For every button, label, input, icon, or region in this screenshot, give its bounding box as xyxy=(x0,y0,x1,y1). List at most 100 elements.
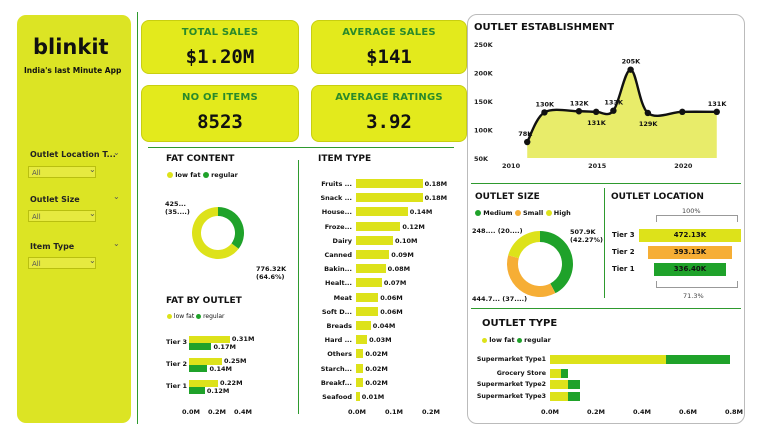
data-label: 132K xyxy=(570,99,590,107)
legend-dot-green xyxy=(202,172,209,178)
legend-label: low fat xyxy=(175,171,201,179)
fat-by-outlet-title: FAT BY OUTLET xyxy=(166,296,242,306)
x-tick-label: 0.2M xyxy=(422,408,440,416)
legend-label: Medium xyxy=(483,209,513,217)
donut-slice xyxy=(540,231,573,294)
donut-slice xyxy=(192,207,239,259)
data-label: 78K xyxy=(518,130,533,138)
item-type-label: Canned xyxy=(324,251,352,259)
kpi-value: 8523 xyxy=(197,111,243,133)
data-point xyxy=(644,109,652,117)
data-label: 0.09M xyxy=(391,251,414,259)
data-point xyxy=(713,108,720,116)
x-tick-label: 0.4M xyxy=(234,408,252,416)
item-type-label: Froze... xyxy=(324,222,352,231)
outlet-size-label-medium-pct: (42.27%) xyxy=(570,236,604,244)
legend-dot-orange xyxy=(514,210,521,216)
legend-dot-yellow xyxy=(167,314,172,319)
filter-outlet-location-dropdown[interactable]: All xyxy=(28,166,96,178)
legend-label: High xyxy=(553,209,571,217)
outlet-size-donut xyxy=(507,231,573,297)
item-type-bar xyxy=(356,335,368,345)
legend-dot-green xyxy=(196,314,202,319)
fat-label-regular: 425... (35....) xyxy=(165,200,190,216)
area-fill xyxy=(527,69,717,158)
kpi-value: 3.92 xyxy=(366,111,412,133)
x-tick-label: 2020 xyxy=(674,162,693,170)
chevron-down-icon[interactable]: ⌄ xyxy=(89,209,96,218)
donut-slice xyxy=(507,255,556,297)
item-type-label: Breads xyxy=(326,322,352,330)
item-type-bar xyxy=(356,377,364,387)
fat-label-regular-value: 425... xyxy=(165,200,186,208)
fat-content-title: FAT CONTENT xyxy=(166,154,235,164)
kpi-average-sales: AVERAGE SALES $141 xyxy=(311,20,467,74)
legend-label: low fat xyxy=(173,313,195,320)
x-tick-label: 0.0M xyxy=(182,408,200,416)
legend-label: Small xyxy=(522,209,544,217)
chevron-down-icon[interactable]: ⌄ xyxy=(113,148,120,157)
funnel-guide-bottom xyxy=(656,281,738,288)
outlet-type-legend: low fat regular xyxy=(482,336,551,344)
kpi-value: $1.20M xyxy=(185,46,255,68)
kpi-value: $141 xyxy=(366,46,412,68)
data-label: 0.25M xyxy=(224,357,247,365)
legend-dot-green xyxy=(516,337,522,343)
data-label: 0.06M xyxy=(380,293,403,302)
data-label: 131K xyxy=(587,119,607,127)
chevron-down-icon[interactable]: ⌄ xyxy=(89,165,96,174)
data-label: 0.08M xyxy=(387,265,411,274)
data-label: 0.10M xyxy=(395,236,418,245)
legend-label: regular xyxy=(203,313,225,320)
kpi-label: NO OF ITEMS xyxy=(182,92,258,103)
filter-outlet-size-label: Outlet Size xyxy=(30,195,80,204)
item-type-label: Meat xyxy=(333,293,352,302)
outlet-location-title: OUTLET LOCATION xyxy=(611,192,704,202)
item-type-label: Bakin... xyxy=(324,265,352,274)
filter-outlet-size-dropdown[interactable]: All xyxy=(28,210,96,222)
filter-item-type-dropdown[interactable]: All xyxy=(28,257,96,269)
item-type-label: Breakf... xyxy=(320,378,352,387)
chevron-down-icon[interactable]: ⌄ xyxy=(113,192,120,201)
kpi-label: AVERAGE SALES xyxy=(342,27,436,38)
bar-low-fat xyxy=(189,336,230,343)
fat-label-regular-pct: (35....) xyxy=(165,208,190,216)
data-label: 0.01M xyxy=(361,393,385,401)
chevron-down-icon[interactable]: ⌄ xyxy=(113,239,120,248)
legend-label: regular xyxy=(524,336,551,344)
data-point xyxy=(679,108,686,116)
item-type-label: House... xyxy=(321,208,352,217)
item-type-bar xyxy=(356,193,423,203)
y-tick-label: 250K xyxy=(474,41,494,49)
item-type-bar xyxy=(356,392,360,401)
fat-label-low-value: 776.32K xyxy=(256,265,287,273)
outlet-establishment-chart: 250K 200K 150K 100K 50K 2010 2015 2020 78K 130K 13… xyxy=(474,41,727,170)
fat-label-low: 776.32K (64.6%) xyxy=(256,265,286,281)
filter-outlet-location-label: Outlet Location T... xyxy=(30,150,116,159)
funnel-guide-top xyxy=(656,215,738,222)
item-type-title: ITEM TYPE xyxy=(318,154,372,164)
item-type-bar xyxy=(356,306,379,316)
data-label: 0.02M xyxy=(365,350,388,359)
y-tick-label: 200K xyxy=(474,70,494,78)
outlet-size-legend: Medium Small High xyxy=(475,209,571,217)
chevron-down-icon[interactable]: ⌄ xyxy=(89,256,96,265)
item-type-bar xyxy=(356,179,423,188)
item-type-label: Fruits ... xyxy=(321,180,352,188)
y-tick-label: 50K xyxy=(474,155,489,163)
data-label: 0.04M xyxy=(372,322,396,330)
legend-dot-yellow xyxy=(167,172,173,178)
data-label: 0.31M xyxy=(231,335,255,343)
item-type-bar xyxy=(356,363,364,373)
legend-dot-yellow xyxy=(545,210,552,216)
x-tick-label: 0.2M xyxy=(208,408,226,416)
x-tick-label: 2015 xyxy=(588,162,607,170)
filter-outlet-location-value: All xyxy=(32,169,41,177)
data-label: 0.07M xyxy=(383,279,407,288)
item-type-bar xyxy=(356,321,371,330)
tier-label: Tier 1 xyxy=(166,382,188,390)
data-label: 0.06M xyxy=(380,307,403,316)
outlet-size-label-medium-value: 507.9K xyxy=(570,228,596,236)
data-label: 0.12M xyxy=(402,222,425,231)
sidebar-divider xyxy=(137,12,138,424)
